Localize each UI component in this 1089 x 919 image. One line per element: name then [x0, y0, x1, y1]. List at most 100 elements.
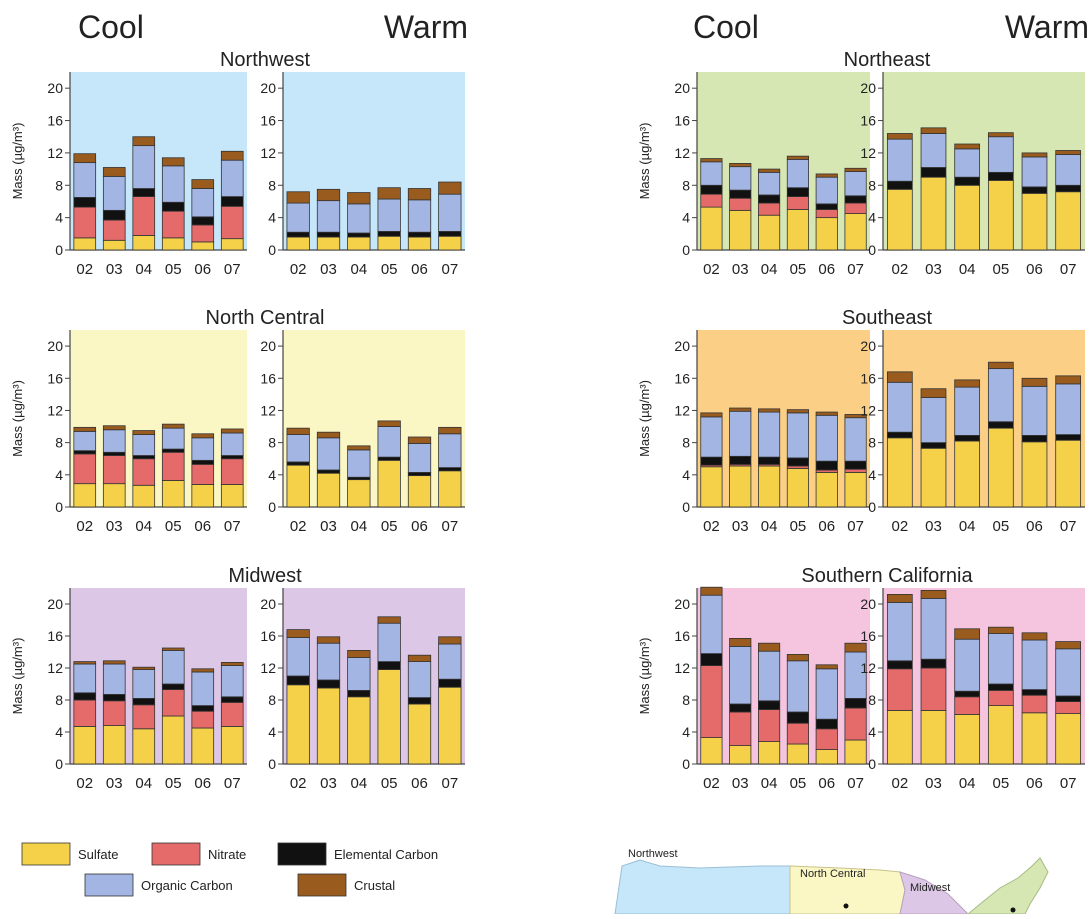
bar-segment-organic-carbon [102, 175, 126, 211]
bar-segment-nitrate [758, 202, 781, 216]
bar-segment-crustal [316, 636, 341, 644]
bar-segment-sulfate [220, 484, 244, 508]
x-tick-label: 06 [411, 775, 428, 792]
bar-segment-sulfate [161, 480, 185, 508]
stacked-bar [161, 157, 185, 251]
stacked-bar [407, 188, 432, 251]
bar-segment-sulfate [286, 684, 310, 765]
bar-segment-elemental-carbon [191, 459, 215, 465]
map-region-northeast [966, 857, 1049, 915]
x-tick-label: 03 [106, 518, 123, 535]
x-tick-label: 07 [441, 775, 458, 792]
plot-background [883, 330, 1085, 507]
bar-segment-organic-carbon [132, 145, 156, 189]
bar-segment-nitrate [132, 458, 156, 486]
header-right-cool: Cool [693, 9, 759, 45]
x-tick-label: 02 [290, 261, 307, 278]
stacked-bar [132, 136, 156, 251]
bar-segment-organic-carbon [191, 188, 215, 218]
y-tick-label: 4 [268, 724, 276, 740]
y-tick-label: 4 [868, 210, 876, 226]
stacked-bar [758, 642, 781, 765]
plot-background [697, 588, 870, 764]
x-tick-label: 04 [135, 518, 152, 535]
stacked-bar [132, 666, 156, 765]
y-tick-label: 12 [674, 145, 690, 161]
bar-segment-elemental-carbon [102, 451, 126, 456]
stacked-bar [1055, 150, 1082, 251]
stacked-bar [786, 409, 809, 508]
x-tick-label: 05 [790, 518, 807, 535]
bar-segment-organic-carbon [73, 162, 97, 198]
y-tick-label: 20 [47, 596, 63, 612]
bar-segment-sulfate [220, 238, 244, 251]
bar-segment-sulfate [73, 237, 97, 251]
legend-label: Organic Carbon [141, 878, 233, 893]
bar-segment-organic-carbon [220, 159, 244, 198]
bar-segment-crustal [729, 407, 752, 412]
y-tick-label: 16 [260, 113, 276, 129]
stacked-bar [700, 412, 723, 508]
x-tick-label: 03 [320, 775, 337, 792]
bar-segment-elemental-carbon [347, 690, 371, 698]
x-tick-label: 05 [165, 775, 182, 792]
bar-segment-sulfate [347, 236, 371, 251]
bar-segment-organic-carbon [1055, 154, 1082, 186]
bar-segment-crustal [438, 636, 462, 645]
bar-segment-organic-carbon [758, 650, 781, 702]
stacked-bar [786, 155, 809, 251]
y-axis-label: Mass (µg/m³) [10, 123, 25, 200]
bar-segment-sulfate [191, 727, 215, 765]
region-title: Midwest [228, 565, 302, 587]
x-tick-label: 02 [76, 518, 93, 535]
bar-segment-sulfate [920, 710, 947, 765]
x-tick-label: 02 [891, 261, 908, 278]
bar-segment-sulfate [316, 472, 341, 508]
bar-segment-sulfate [347, 696, 371, 765]
bar-segment-organic-carbon [954, 638, 981, 692]
bar-segment-nitrate [700, 665, 723, 738]
bar-segment-crustal [73, 661, 97, 665]
x-tick-label: 06 [194, 518, 211, 535]
bar-segment-sulfate [102, 483, 126, 508]
bar-segment-nitrate [191, 463, 215, 485]
y-tick-label: 0 [268, 499, 276, 515]
bar-segment-nitrate [161, 210, 185, 239]
bar-segment-crustal [220, 428, 244, 434]
bar-segment-elemental-carbon [407, 231, 432, 238]
bar-segment-crustal [886, 371, 913, 383]
stacked-bar [758, 168, 781, 251]
bar-segment-crustal [220, 662, 244, 667]
bar-segment-sulfate [786, 209, 809, 251]
bar-segment-elemental-carbon [1055, 184, 1082, 193]
x-tick-label: 07 [441, 518, 458, 535]
stacked-bar [377, 616, 401, 765]
bar-segment-sulfate [1055, 191, 1082, 251]
x-tick-label: 02 [703, 775, 720, 792]
x-tick-label: 07 [847, 775, 864, 792]
bar-segment-elemental-carbon [700, 456, 723, 466]
bar-segment-elemental-carbon [920, 167, 947, 178]
bar-segment-organic-carbon [987, 368, 1014, 423]
y-tick-label: 0 [268, 242, 276, 258]
y-axis-label: Mass (µg/m³) [637, 380, 652, 457]
bar-segment-elemental-carbon [161, 448, 185, 453]
bar-segment-organic-carbon [886, 138, 913, 182]
bar-segment-elemental-carbon [1021, 434, 1048, 443]
y-axis-label: Mass (µg/m³) [10, 638, 25, 715]
bar-segment-elemental-carbon [316, 231, 341, 238]
bar-segment-elemental-carbon [1055, 434, 1082, 441]
x-tick-label: 07 [224, 261, 241, 278]
bar-segment-nitrate [786, 196, 809, 210]
bar-segment-crustal [920, 388, 947, 398]
bar-segment-organic-carbon [316, 200, 341, 233]
y-tick-label: 12 [47, 402, 63, 418]
bar-segment-crustal [815, 411, 838, 416]
bar-segment-elemental-carbon [73, 450, 97, 455]
bar-segment-crustal [407, 436, 432, 444]
bar-segment-crustal [1055, 641, 1082, 650]
stacked-bar [729, 638, 752, 765]
stacked-bar [438, 181, 462, 251]
